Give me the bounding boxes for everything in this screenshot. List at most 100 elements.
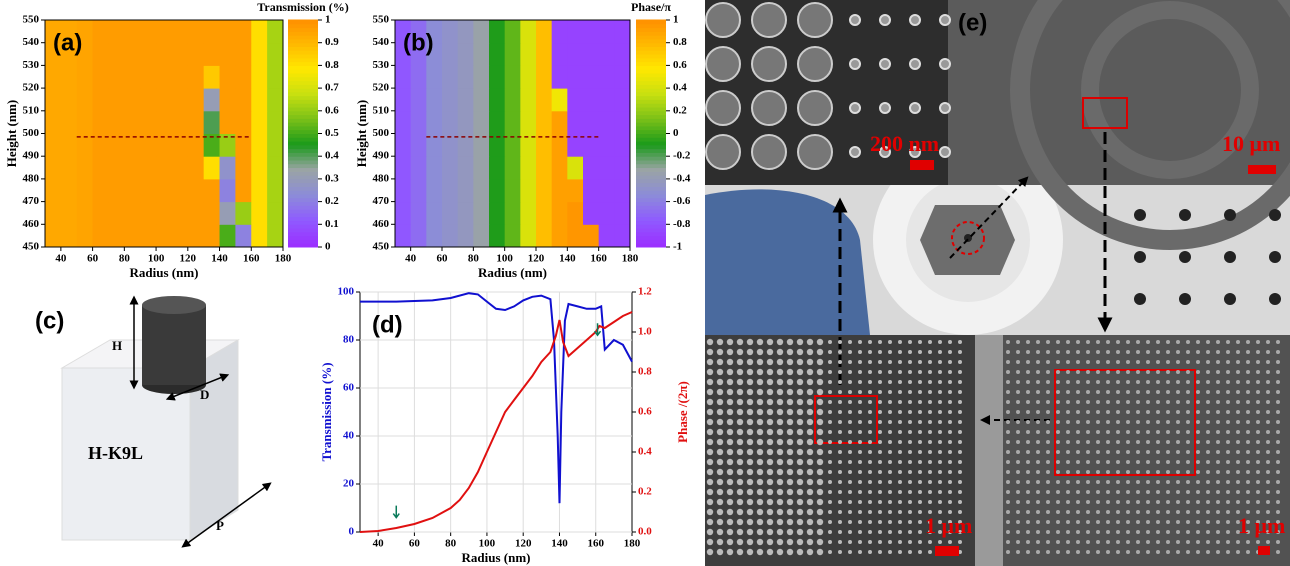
sem-particle [1236, 430, 1240, 434]
sem-particle [1156, 550, 1160, 554]
sem-particle [1206, 450, 1210, 454]
sem-particle [898, 350, 902, 354]
sem-particle [1026, 550, 1030, 554]
x-tick-label: 120 [515, 538, 532, 550]
sem-particle [1246, 380, 1250, 384]
heatmap-cell [188, 43, 204, 66]
sem-particle [838, 510, 842, 514]
heatmap-cell [140, 111, 156, 134]
sem-particle [777, 449, 783, 455]
y2-tick-label: 0.8 [638, 366, 652, 378]
sem-particle [807, 549, 813, 555]
sem-particle [1056, 410, 1060, 414]
sem-particle [727, 479, 733, 485]
sem-particle [1066, 380, 1070, 384]
panel-label: (d) [372, 311, 403, 338]
y-tick-label: 530 [373, 59, 390, 71]
sem-particle [787, 409, 793, 415]
colorbar-tick-label: 0.4 [673, 82, 687, 94]
sem-particle [1196, 480, 1200, 484]
sem-particle [767, 429, 773, 435]
sem-particle [918, 370, 922, 374]
heatmap-cell [140, 43, 156, 66]
heatmap-cell [108, 224, 124, 247]
sem-particle [817, 529, 823, 535]
sem-particle [1246, 390, 1250, 394]
sem-particle [848, 370, 852, 374]
y-axis-label: Height (nm) [354, 100, 369, 168]
heatmap-cell [426, 156, 442, 179]
sem-particle [1246, 500, 1250, 504]
heatmap-cell [61, 224, 77, 247]
sem-particle [928, 490, 932, 494]
sem-particle [807, 529, 813, 535]
sem-particle [878, 400, 882, 404]
sem-particle [880, 103, 890, 113]
sem-particle [828, 400, 832, 404]
sem-particle [1006, 540, 1010, 544]
sem-particle [1256, 390, 1260, 394]
sem-particle [1166, 400, 1170, 404]
heatmap-cell [108, 179, 124, 202]
sem-particle [1096, 490, 1100, 494]
heatmap-cell [156, 224, 172, 247]
sem-particle [848, 510, 852, 514]
sem-particle [1166, 540, 1170, 544]
sem-particle [908, 350, 912, 354]
heatmap-cell [45, 179, 61, 202]
sem-particle [898, 360, 902, 364]
heatmap-cell [156, 179, 172, 202]
sem-particle [908, 370, 912, 374]
heatmap-cell [411, 156, 427, 179]
heatmap-cell [552, 156, 568, 179]
sem-particle [707, 549, 713, 555]
heatmap-cell [235, 202, 251, 225]
sem-particle [1046, 340, 1050, 344]
sem-particle [1106, 550, 1110, 554]
sem-particle [828, 370, 832, 374]
sem-particle [888, 480, 892, 484]
sem-particle [1176, 410, 1180, 414]
heatmap-cell [552, 202, 568, 225]
y-tick-label: 460 [373, 218, 390, 230]
sem-particle [938, 400, 942, 404]
sem-particle [858, 400, 862, 404]
heatmap-cell [77, 156, 93, 179]
sem-particle [707, 429, 713, 435]
sem-particle [1186, 340, 1190, 344]
heatmap-cell [473, 179, 489, 202]
sem-particle [747, 459, 753, 465]
sem-particle [848, 490, 852, 494]
sem-particle [1056, 480, 1060, 484]
sem-particle [1216, 470, 1220, 474]
sem-particle [1006, 440, 1010, 444]
sem-particle [958, 460, 962, 464]
sem-particle [1026, 440, 1030, 444]
sem-particle [848, 460, 852, 464]
sem-particle [1056, 460, 1060, 464]
sem-particle [1236, 440, 1240, 444]
sem-particle [828, 550, 832, 554]
sem-particle [1066, 440, 1070, 444]
sem-particle [868, 550, 872, 554]
sem-particle [908, 380, 912, 384]
sem-particle [1016, 360, 1020, 364]
heatmap-cell [108, 88, 124, 111]
heatmap-cell [520, 88, 536, 111]
heatmap-cell [395, 224, 411, 247]
sem-particle [1246, 420, 1250, 424]
sem-particle [1066, 490, 1070, 494]
sem-particle [1226, 470, 1230, 474]
sem-particle [1196, 400, 1200, 404]
sem-particle [1066, 520, 1070, 524]
sem-particle [1226, 350, 1230, 354]
sem-particle [1086, 440, 1090, 444]
sem-particle [1186, 540, 1190, 544]
sem-particle [1136, 370, 1140, 374]
sem-particle [1206, 430, 1210, 434]
sem-particle [1046, 400, 1050, 404]
sem-particle [1166, 460, 1170, 464]
sem-particle [1146, 480, 1150, 484]
sem-particle [1156, 380, 1160, 384]
heatmap-cell [520, 224, 536, 247]
